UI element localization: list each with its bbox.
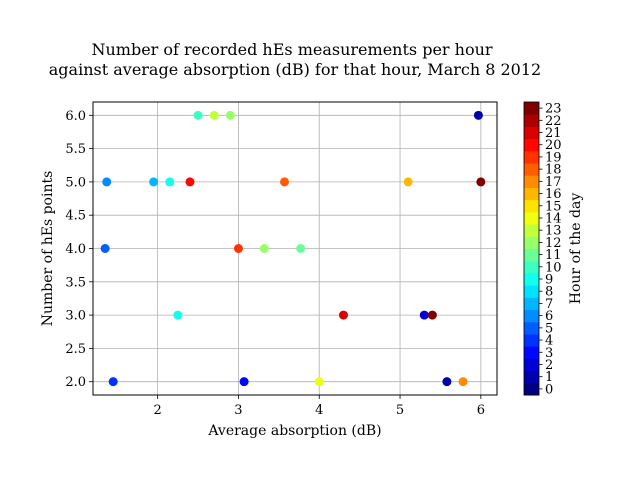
colorbar-tick-label: 21: [545, 126, 562, 141]
x-tick-label: 6: [477, 403, 485, 418]
x-tick-label: 5: [396, 403, 404, 418]
colorbar-tick-label: 15: [545, 199, 562, 214]
colorbar-band: [524, 333, 539, 347]
x-tick-label: 2: [153, 403, 161, 418]
data-point: [225, 110, 235, 120]
colorbar-tick-label: 7: [545, 297, 553, 312]
chart-title-line-1: Number of recorded hEs measurements per …: [91, 40, 492, 59]
data-point: [173, 310, 183, 320]
colorbar-frame: [523, 101, 540, 396]
grid: [93, 102, 497, 395]
colorbar-tick-label: 18: [545, 163, 562, 178]
colorbar-tick-label: 9: [545, 273, 553, 288]
colorbar-tick-label: 2: [545, 358, 553, 373]
colorbar-band: [524, 321, 539, 335]
y-tick-label: 2.5: [65, 342, 86, 357]
colorbar-band: [524, 370, 539, 384]
data-point: [239, 377, 249, 387]
colorbar-band: [524, 309, 539, 323]
colorbar-tick-label: 17: [545, 175, 562, 190]
colorbar-band: [524, 346, 539, 359]
data-point: [233, 244, 243, 253]
data-point: [149, 177, 159, 187]
y-axis-label: Number of hEs points: [40, 171, 56, 327]
colorbar-band: [524, 163, 539, 176]
colorbar-band: [524, 138, 539, 152]
colorbar-tick-label: 11: [545, 248, 562, 263]
data-point: [473, 110, 483, 120]
colorbar-band: [524, 175, 539, 188]
data-point: [419, 310, 429, 320]
y-tick-label: 4.5: [65, 209, 86, 224]
colorbar-band: [524, 224, 539, 237]
data-point: [209, 110, 219, 120]
data-point: [476, 177, 486, 187]
data-point: [102, 177, 112, 187]
colorbar-band: [524, 187, 539, 201]
colorbar-tick-label: 23: [545, 102, 562, 117]
data-point: [259, 244, 269, 253]
y-tick-label: 3.5: [65, 275, 86, 290]
data-point: [338, 310, 348, 320]
colorbar-tick-label: 1: [545, 370, 553, 385]
y-tick-label: 2.0: [65, 375, 86, 390]
colorbar-tick-label: 0: [545, 382, 553, 397]
colorbar-band: [524, 285, 539, 298]
colorbar-tick-label: 5: [545, 321, 553, 336]
colorbar-band: [524, 382, 539, 396]
colorbar-tick-label: 20: [545, 138, 562, 153]
data-point: [193, 110, 203, 120]
data-point: [442, 377, 452, 387]
data-point: [403, 177, 413, 187]
data-point: [185, 177, 195, 187]
colorbar-band: [524, 260, 539, 274]
colorbar-band: [524, 126, 539, 140]
x-tick-label: 4: [315, 403, 323, 418]
colorbar-tick-label: 14: [545, 211, 562, 226]
y-tick-label: 4.0: [65, 242, 86, 257]
data-point: [165, 177, 175, 187]
x-axis-label: Average absorption (dB): [207, 423, 381, 439]
colorbar-tick-label: 6: [545, 309, 553, 324]
colorbar-band: [524, 358, 539, 372]
y-tick-label: 5.0: [65, 175, 86, 190]
data-point: [458, 377, 468, 387]
colorbar-tick-label: 4: [545, 334, 553, 349]
colorbar-tick-label: 12: [545, 236, 562, 251]
chart-title-line-2: against average absorption (dB) for that…: [49, 60, 541, 79]
colorbar-band: [524, 248, 539, 262]
data-point: [279, 177, 289, 187]
colorbar-tick-label: 3: [545, 346, 553, 361]
colorbar-tick-label: 16: [545, 187, 562, 202]
y-tick-label: 3.0: [65, 309, 86, 324]
colorbar-band: [524, 199, 539, 213]
x-tick-label: 3: [234, 403, 242, 418]
colorbar-tick-label: 13: [545, 224, 562, 239]
colorbar-tick-label: 22: [545, 114, 562, 129]
data-point: [427, 310, 437, 320]
y-axis: 2.0 2.5 3.0 3.5 4.0 4.5 5.0 5.5 6.0: [65, 109, 93, 390]
colorbar-band: [524, 150, 539, 164]
colorbar-label: Hour of the day: [568, 193, 584, 305]
colorbar-tick-label: 8: [545, 285, 553, 300]
colorbar-band: [524, 236, 539, 249]
colorbar-band: [524, 272, 539, 286]
data-point: [100, 244, 110, 253]
colorbar-tick-label: 10: [545, 260, 562, 275]
colorbar-band: [524, 211, 539, 225]
colorbar-band: [524, 297, 539, 311]
y-tick-label: 6.0: [65, 109, 86, 124]
colorbar-band: [524, 102, 539, 115]
data-point: [314, 377, 324, 387]
chart-title: Number of recorded hEs measurements per …: [49, 40, 541, 79]
colorbar-band: [524, 114, 539, 127]
x-axis: 2 3 4 5 6: [153, 395, 485, 418]
data-point: [296, 244, 306, 253]
data-points: [100, 110, 486, 387]
y-tick-label: 5.5: [65, 142, 86, 157]
colorbar-tick-label: 19: [545, 150, 562, 165]
data-point: [108, 377, 118, 387]
